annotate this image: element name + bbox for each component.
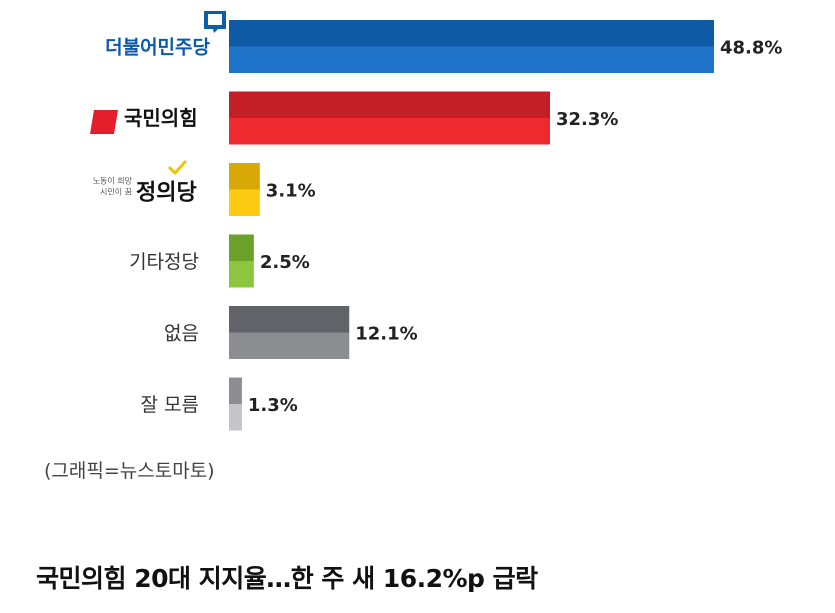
value-label: 12.1% — [355, 324, 417, 345]
value-label: 32.3% — [556, 109, 618, 130]
bar-bottom-band — [229, 46, 714, 73]
bar-5 — [229, 306, 350, 359]
bar-6 — [229, 377, 242, 431]
minjoo-wordmark: 더불어민주당 — [105, 37, 210, 59]
value-label: 3.1% — [266, 181, 316, 202]
value-label: 48.8% — [720, 38, 782, 59]
category-label: 없음 — [164, 323, 199, 345]
bars-group — [229, 20, 714, 431]
check-icon — [168, 160, 187, 175]
bar-1 — [229, 20, 714, 73]
ppp-logo: 국민의힘 — [90, 106, 198, 134]
headline: 국민의힘 20대 지지율…한 주 새 16.2%p 급락 — [36, 564, 538, 593]
justice-tagline-1: 노동이 희망 — [93, 176, 133, 186]
bar-top-band — [229, 20, 714, 47]
labels-group: 48.8% 32.3% 3.1% 2.5% 12.1% 1.3% 더불어민주당국민의힘노동이… — [90, 11, 782, 416]
bar-top-band — [229, 163, 260, 190]
bar-top-band — [229, 91, 551, 119]
bar-bottom-band — [229, 404, 242, 431]
bar-bottom-band — [229, 261, 254, 288]
value-label: 2.5% — [260, 252, 310, 273]
ppp-mark-icon — [90, 110, 118, 134]
bar-bottom-band — [229, 332, 350, 359]
category-label: 잘 모름 — [141, 394, 199, 416]
bar-top-band — [229, 306, 350, 333]
justice-tagline-2: 시민이 꿈 — [100, 187, 132, 197]
justice-wordmark: 정의당 — [136, 181, 197, 206]
category-label: 기타정당 — [129, 251, 199, 273]
value-label: 1.3% — [248, 395, 298, 416]
bar-3 — [229, 163, 260, 216]
bar-4 — [229, 234, 254, 288]
bar-top-band — [229, 377, 242, 405]
bar-bottom-band — [229, 118, 551, 145]
bar-bottom-band — [229, 189, 260, 216]
source-credit: (그래픽=뉴스토마토) — [44, 460, 215, 482]
bar-2 — [229, 91, 551, 145]
ppp-wordmark: 국민의힘 — [124, 106, 198, 130]
flag-inner-icon — [208, 14, 222, 25]
bar-top-band — [229, 234, 254, 262]
minjoo-logo: 더불어민주당 — [105, 11, 226, 59]
